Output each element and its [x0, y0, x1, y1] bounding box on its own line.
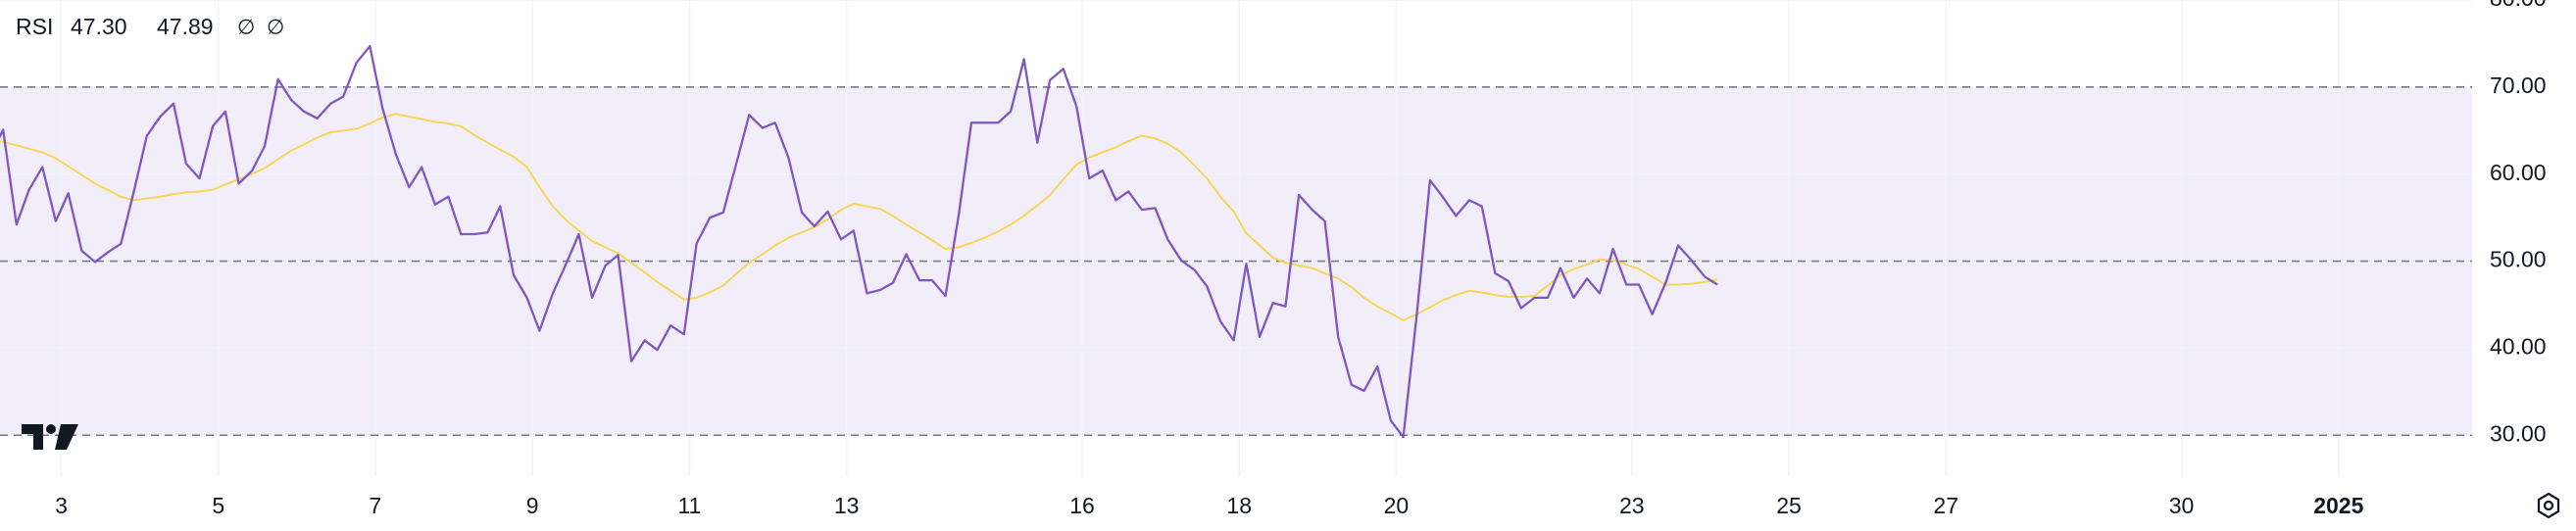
x-tick-label: 30	[2169, 493, 2195, 518]
legend-value: 47.89	[157, 14, 214, 39]
tradingview-logo[interactable]	[22, 424, 78, 450]
x-tick-label: 13	[834, 493, 860, 518]
grid	[0, 0, 2472, 476]
x-tick-label: 20	[1384, 493, 1410, 518]
y-tick-label: 60.00	[2490, 160, 2547, 185]
plot	[0, 44, 1718, 439]
legend-icon[interactable]: ∅	[237, 17, 255, 39]
y-tick-label: 80.00	[2490, 0, 2547, 11]
logo-part	[46, 424, 56, 434]
y-tick-label: 70.00	[2490, 72, 2547, 98]
y-tick-label: 50.00	[2490, 247, 2547, 272]
series-line	[0, 44, 1718, 439]
legend-title: RSI	[16, 14, 53, 39]
logo-part	[55, 424, 78, 450]
x-tick-label: 9	[526, 493, 539, 518]
legend: RSI 47.30 47.89 ∅ ∅	[16, 14, 284, 39]
y-tick-label: 40.00	[2490, 333, 2547, 359]
x-tick-label: 5	[212, 493, 224, 518]
x-tick-label: 3	[55, 493, 68, 518]
y-tick-label: 30.00	[2490, 420, 2547, 446]
x-tick-label: 11	[677, 493, 701, 518]
series-line	[0, 113, 1718, 321]
x-tick-label: 27	[1933, 493, 1958, 518]
x-tick-label: 16	[1069, 493, 1095, 518]
legend-icon[interactable]: ∅	[267, 17, 284, 39]
x-tick-label: 18	[1226, 493, 1252, 518]
gear-outline	[2537, 492, 2560, 519]
settings-icon[interactable]	[2537, 492, 2560, 519]
logo-part	[22, 424, 43, 450]
x-tick-label: 7	[370, 493, 382, 518]
gear-hole	[2543, 500, 2554, 511]
x-tick-label: 2025	[2313, 493, 2363, 518]
x-tick-label: 25	[1776, 493, 1802, 518]
x-tick-label: 23	[1619, 493, 1645, 518]
legend-value: 47.30	[71, 14, 127, 39]
